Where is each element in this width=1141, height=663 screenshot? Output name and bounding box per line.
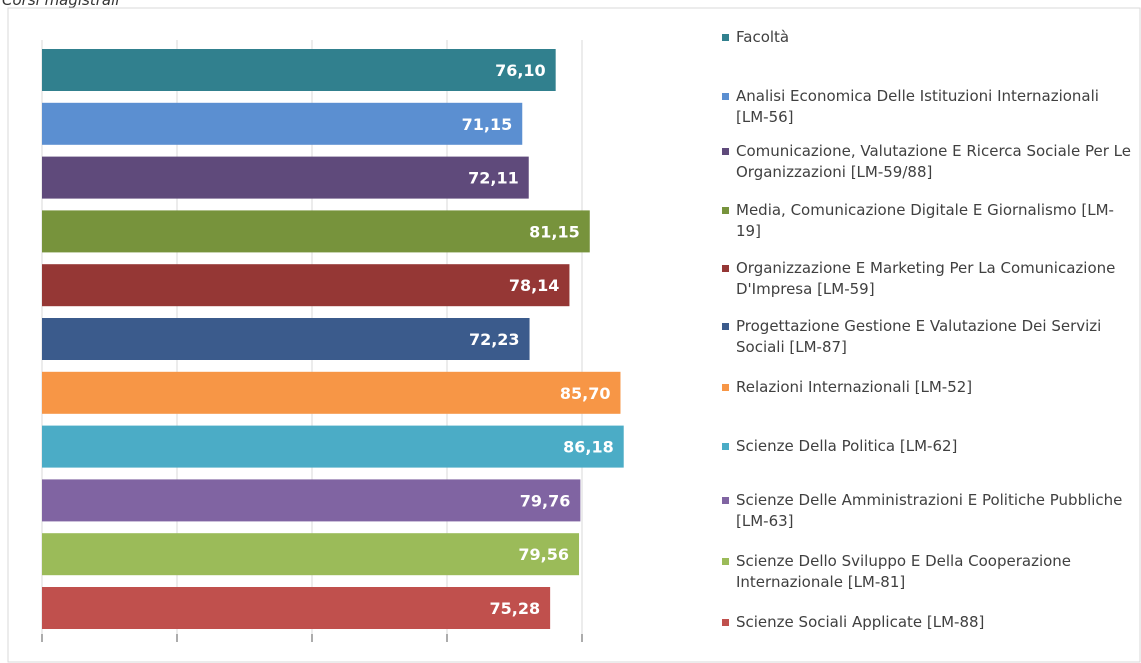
bar	[42, 371, 621, 414]
value-label: 78,14	[509, 276, 560, 295]
legend-item: Scienze Delle Amministrazioni E Politich…	[722, 490, 1132, 532]
legend-item: Scienze Della Politica [LM-62]	[722, 436, 1132, 457]
legend-item: Progettazione Gestione E Valutazione Dei…	[722, 316, 1132, 358]
legend-swatch	[722, 619, 729, 626]
legend-swatch	[722, 558, 729, 565]
value-label: 86,18	[563, 438, 614, 457]
legend-label: Comunicazione, Valutazione E Ricerca Soc…	[736, 142, 1131, 181]
legend-label: Organizzazione E Marketing Per La Comuni…	[736, 259, 1116, 298]
value-label: 72,23	[469, 330, 520, 349]
legend-label: Facoltà	[736, 28, 790, 46]
legend-label: Scienze Sociali Applicate [LM-88]	[736, 613, 985, 631]
legend-swatch	[722, 148, 729, 155]
value-label: 85,70	[560, 384, 611, 403]
legend-item: Relazioni Internazionali [LM-52]	[722, 377, 1132, 398]
legend-label: Progettazione Gestione E Valutazione Dei…	[736, 317, 1102, 356]
bar	[42, 102, 523, 145]
value-label: 71,15	[462, 115, 513, 134]
legend-label: Relazioni Internazionali [LM-52]	[736, 378, 973, 396]
value-label: 76,10	[495, 61, 546, 80]
legend-label: Scienze Della Politica [LM-62]	[736, 437, 958, 455]
legend-swatch	[722, 497, 729, 504]
bar	[42, 49, 556, 91]
bar	[42, 156, 529, 199]
bar	[42, 264, 570, 307]
legend-swatch	[722, 93, 729, 100]
bar	[42, 318, 530, 360]
value-label: 72,11	[468, 169, 519, 188]
bar	[42, 425, 624, 468]
legend-item: Comunicazione, Valutazione E Ricerca Soc…	[722, 141, 1132, 183]
legend-item: Media, Comunicazione Digitale E Giornali…	[722, 200, 1132, 242]
bar	[42, 479, 581, 522]
legend-label: Analisi Economica Delle Istituzioni Inte…	[736, 87, 1099, 126]
legend-item: Organizzazione E Marketing Per La Comuni…	[722, 258, 1132, 300]
legend-label: Scienze Dello Sviluppo E Della Cooperazi…	[736, 552, 1072, 591]
legend-swatch	[722, 34, 729, 41]
legend-swatch	[722, 384, 729, 391]
chart-title: Corsi magistrali	[2, 0, 120, 9]
value-label: 79,76	[520, 491, 571, 510]
bar	[42, 533, 580, 576]
legend-label: Media, Comunicazione Digitale E Giornali…	[736, 201, 1114, 240]
legend-item: Facoltà	[722, 27, 1132, 48]
legend-label: Scienze Delle Amministrazioni E Politich…	[736, 491, 1123, 530]
value-label: 79,56	[518, 545, 569, 564]
legend-swatch	[722, 207, 729, 214]
legend-swatch	[722, 323, 729, 330]
value-label: 75,28	[490, 599, 541, 618]
legend-item: Scienze Sociali Applicate [LM-88]	[722, 612, 1132, 633]
bar	[42, 587, 551, 629]
legend-swatch	[722, 443, 729, 450]
frame	[7, 7, 1141, 663]
bar	[42, 210, 590, 253]
legend-item: Analisi Economica Delle Istituzioni Inte…	[722, 86, 1132, 128]
value-label: 81,15	[529, 222, 580, 241]
legend-swatch	[722, 265, 729, 272]
legend-item: Scienze Dello Sviluppo E Della Cooperazi…	[722, 551, 1132, 593]
